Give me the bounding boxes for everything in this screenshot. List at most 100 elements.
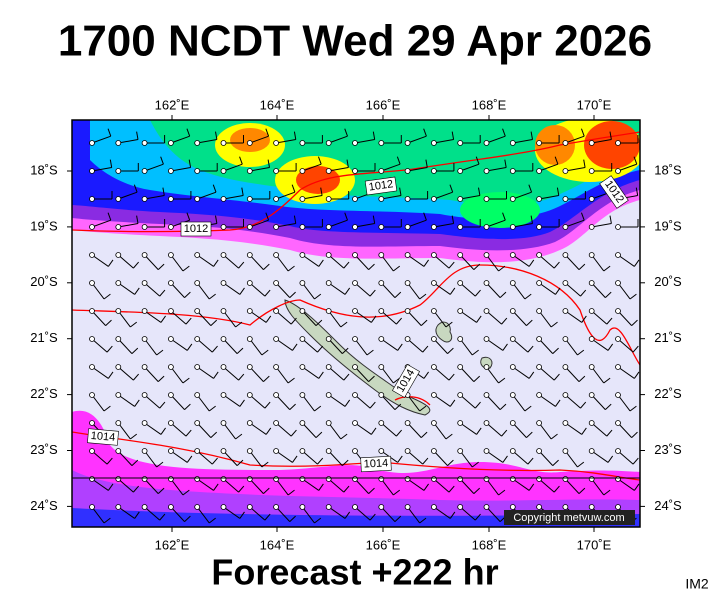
barb-feather — [315, 431, 323, 438]
barb-station — [615, 224, 621, 230]
barb-shaft — [512, 191, 532, 200]
wind-barb — [220, 364, 245, 381]
barb-station — [194, 308, 201, 314]
barb-station — [141, 168, 148, 174]
wind-barb — [89, 364, 114, 379]
barb-shaft — [249, 422, 267, 435]
barb-feather — [629, 293, 637, 300]
barb-shaft — [196, 478, 214, 491]
barb-shaft — [538, 310, 552, 328]
wind-barb — [273, 184, 296, 202]
barb-station — [273, 196, 280, 202]
barb-feather — [580, 289, 587, 297]
barb-station — [615, 364, 621, 370]
barb-station — [299, 504, 306, 510]
barb-shaft — [91, 167, 112, 172]
barb-shaft — [591, 254, 605, 272]
barb-station — [220, 420, 227, 426]
barb-shaft — [249, 366, 264, 382]
barb-feather — [502, 128, 506, 137]
barb-station — [588, 364, 595, 370]
barb-feather — [501, 317, 508, 325]
barb-station — [457, 392, 464, 398]
barb-station — [115, 308, 122, 314]
barb-feather — [340, 433, 348, 440]
barb-shaft — [144, 282, 161, 297]
barb-shaft — [459, 254, 475, 270]
barb-feather — [580, 128, 585, 137]
wind-barb — [404, 128, 427, 146]
wind-barb — [457, 476, 481, 494]
lon-label: 168˚E — [472, 97, 507, 112]
barb-station — [115, 392, 122, 398]
barb-station — [562, 420, 569, 426]
wind-barb — [509, 131, 533, 146]
barb-feather — [656, 434, 662, 439]
wind-barb — [404, 308, 428, 326]
barb-shaft — [275, 366, 289, 384]
barb-feather — [471, 461, 479, 468]
wind-barb — [483, 308, 508, 325]
barb-shaft — [170, 394, 185, 410]
wind-barb — [378, 364, 401, 384]
barb-station — [115, 364, 122, 370]
barb-feather — [320, 187, 323, 196]
wind-barb — [642, 365, 665, 381]
barb-station — [194, 140, 201, 146]
barb-feather — [578, 487, 586, 494]
barb-station — [588, 504, 595, 510]
barb-shaft — [512, 422, 527, 438]
barb-station — [509, 280, 516, 286]
barb-feather — [368, 263, 375, 270]
barb-feather — [473, 487, 481, 494]
barb-shaft — [302, 478, 320, 491]
wind-barb — [404, 280, 427, 300]
wind-barb — [615, 308, 638, 326]
barb-shaft — [565, 135, 585, 144]
barb-feather — [527, 457, 534, 465]
barb-shaft — [223, 195, 244, 200]
barb-feather — [607, 343, 614, 351]
barb-shaft — [91, 135, 111, 144]
barb-shaft — [380, 394, 396, 410]
barb-feather — [368, 375, 375, 382]
barb-shaft — [302, 394, 315, 412]
barb-station — [115, 336, 122, 342]
barb-shaft — [117, 338, 133, 354]
wind-barb — [562, 159, 586, 174]
wind-barb — [430, 364, 455, 381]
barb-shaft — [617, 338, 634, 353]
wind-barb — [615, 336, 639, 353]
barb-station — [430, 476, 437, 482]
barb-station — [299, 364, 306, 370]
wind-barb — [273, 252, 295, 272]
barb-feather — [368, 487, 375, 494]
barb-feather — [422, 345, 429, 353]
barb-station — [141, 392, 148, 398]
wind-barb — [141, 336, 164, 356]
barb-station — [562, 364, 569, 370]
wind-barb — [141, 187, 165, 202]
wind-barb — [194, 504, 216, 524]
barb-shaft — [249, 135, 269, 144]
barb-shaft — [591, 422, 608, 437]
barb-feather — [609, 215, 612, 224]
barb-station — [483, 420, 490, 426]
barb-feather — [210, 431, 218, 438]
wind-barb — [299, 187, 323, 202]
wind-barb — [483, 128, 506, 146]
barb-shaft — [144, 195, 165, 200]
barb-feather — [289, 403, 296, 410]
barb-station — [89, 364, 95, 370]
barb-feather — [212, 184, 217, 193]
wind-barb — [220, 448, 244, 466]
barb-shaft — [275, 394, 291, 410]
barb-station — [483, 140, 490, 146]
barb-station — [404, 280, 411, 286]
barb-station — [352, 280, 358, 286]
barb-feather — [293, 215, 297, 224]
barb-feather — [106, 457, 113, 465]
wind-barb — [430, 392, 456, 407]
barb-shaft — [433, 506, 451, 519]
